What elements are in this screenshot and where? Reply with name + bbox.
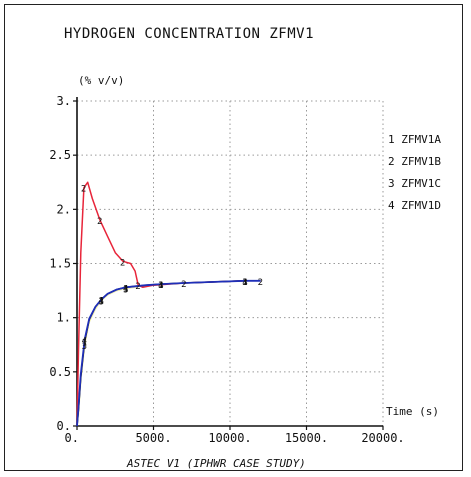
series-marker-zfmv1b: 2	[120, 258, 125, 268]
series-marker-zfmv1d: 4	[123, 284, 128, 294]
series-marker-zfmv1b: 2	[258, 278, 263, 288]
legend-entry-zfmv1c: 3 ZFMV1C	[388, 177, 441, 190]
series-marker-zfmv1a: 1	[242, 278, 247, 288]
series-marker-zfmv1d: 4	[98, 296, 103, 306]
legend-entry-zfmv1b: 2 ZFMV1B	[388, 155, 441, 168]
y-tick-label: 1.5	[49, 257, 71, 271]
series-marker-zfmv1a: 1	[158, 281, 163, 291]
y-tick-label: 0.5	[49, 365, 71, 379]
series-marker-zfmv1b: 2	[81, 185, 86, 195]
series-lines	[76, 181, 261, 427]
series-marker-zfmv1b: 2	[181, 280, 186, 290]
series-marker-zfmv1d: 4	[158, 281, 163, 291]
y-tick-label: 0.	[57, 419, 71, 433]
legend: 1 ZFMV1A 2 ZFMV1B 3 ZFMV1C 4 ZFMV1D	[388, 133, 441, 212]
series-marker-zfmv1c: 3	[242, 278, 247, 288]
series-marker-zfmv1c: 3	[158, 281, 163, 291]
series-marker-zfmv1b: 2	[135, 282, 140, 292]
y-axis-label: (% v/v)	[78, 74, 124, 87]
y-tick-label: 3.	[57, 94, 71, 108]
series-marker-zfmv1c: 3	[98, 297, 103, 307]
legend-entry-zfmv1a: 1 ZFMV1A	[388, 133, 441, 146]
series-marker-zfmv1d: 4	[82, 336, 87, 346]
x-axis-label: Time (s)	[386, 405, 439, 418]
axes	[73, 97, 384, 430]
series-marker-zfmv1c: 3	[123, 285, 128, 295]
chart-caption: ASTEC V1 (IPHWR CASE STUDY)	[126, 457, 306, 470]
series-marker-zfmv1a: 1	[123, 284, 128, 294]
series-marker-zfmv1b: 2	[97, 217, 102, 227]
x-tick-label: 5000.	[135, 431, 171, 445]
x-tick-label: 0.	[65, 431, 79, 445]
x-tick-label: 20000.	[361, 431, 404, 445]
x-tick-label: 10000.	[208, 431, 251, 445]
series-marker-zfmv1c: 3	[82, 342, 87, 352]
chart-frame	[4, 4, 463, 471]
tick-labels: 0. 0.5 1. 1.5 2. 2.5 3. 0. 5000. 10000. 15000. 2000…	[49, 94, 404, 445]
series-marker-zfmv1a: 1	[98, 296, 103, 306]
chart-title: HYDROGEN CONCENTRATION ZFMV1	[64, 26, 314, 42]
y-tick-label: 2.5	[49, 148, 71, 162]
series-line-zfmv1d	[76, 279, 261, 427]
series-marker-zfmv1d: 4	[242, 278, 247, 288]
y-tick-label: 1.	[57, 311, 71, 325]
x-tick-label: 15000.	[285, 431, 328, 445]
y-tick-label: 2.	[57, 202, 71, 216]
legend-entry-zfmv1d: 4 ZFMV1D	[388, 199, 441, 212]
series-marker-zfmv1a: 1	[82, 339, 87, 349]
